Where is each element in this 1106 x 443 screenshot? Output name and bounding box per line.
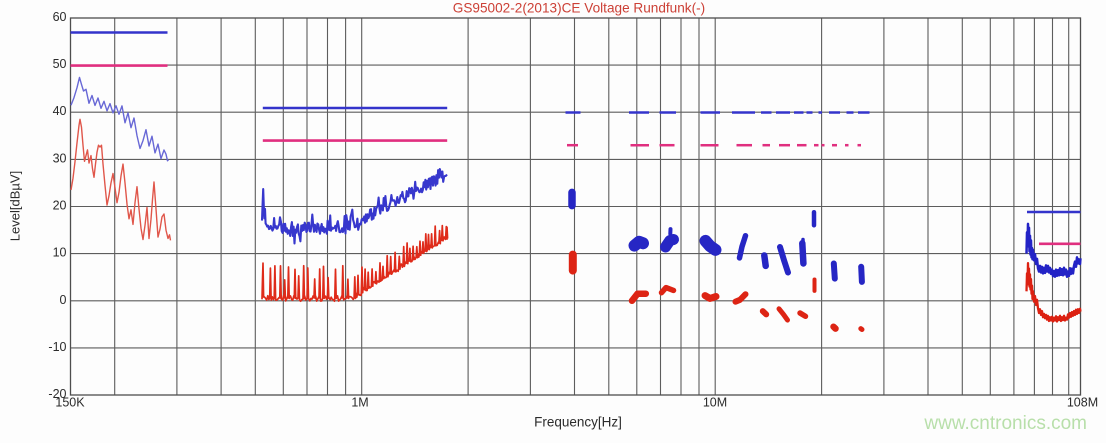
- svg-text:-10: -10: [48, 340, 66, 354]
- svg-text:10: 10: [53, 246, 67, 260]
- svg-text:108M: 108M: [1067, 396, 1098, 410]
- svg-text:10M: 10M: [703, 396, 727, 410]
- svg-text:40: 40: [53, 104, 67, 118]
- svg-text:20: 20: [53, 199, 67, 213]
- svg-text:Frequency[Hz]: Frequency[Hz]: [534, 415, 622, 430]
- svg-text:0: 0: [60, 293, 67, 307]
- svg-text:GS95002-2(2013)CE Voltage Rund: GS95002-2(2013)CE Voltage Rundfunk(-): [453, 1, 705, 16]
- svg-text:www.cntronics.com: www.cntronics.com: [923, 413, 1087, 434]
- svg-text:Level[dBµV]: Level[dBµV]: [8, 171, 23, 241]
- svg-text:1M: 1M: [351, 396, 368, 410]
- svg-text:30: 30: [53, 151, 67, 165]
- svg-text:50: 50: [53, 57, 67, 71]
- svg-text:150K: 150K: [55, 396, 85, 410]
- svg-text:-20: -20: [48, 387, 66, 401]
- svg-text:60: 60: [53, 10, 67, 24]
